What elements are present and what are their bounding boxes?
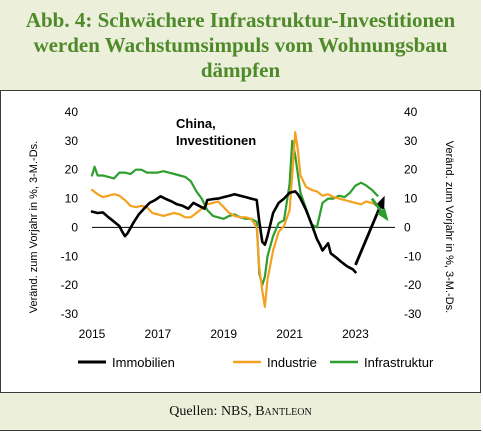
legend-label-infrastruktur: Infrastruktur [364, 355, 434, 370]
series-line-immobilien [90, 190, 357, 274]
y-tick-left: 30 [65, 134, 79, 148]
y-tick-right: 30 [404, 134, 418, 148]
y-tick-right: -30 [404, 307, 422, 321]
y-axis-label-left: Veränd. zum Vorjahr in %, 3-M.-Ds. [28, 141, 40, 313]
x-tick-label: 2021 [276, 327, 303, 341]
source-prefix: Quellen: NBS, [169, 403, 252, 419]
y-tick-left: -10 [61, 249, 79, 263]
y-tick-right: 40 [404, 105, 418, 119]
chart-annotation-line-1: China, [176, 116, 216, 131]
y-tick-left: 10 [65, 192, 79, 206]
y-tick-left: 20 [65, 163, 79, 177]
y-tick-left: 0 [71, 220, 78, 234]
y-tick-right: -20 [404, 278, 422, 292]
legend-label-industrie: Industrie [267, 355, 317, 370]
y-tick-right: -10 [404, 249, 422, 263]
y-axis-label-right: Veränd. zum Vorjahr in %, 3-M.-Ds. [443, 141, 455, 313]
series-line-infrastruktur [90, 139, 379, 287]
line-chart: China, Investitionen Veränd. zum Vorjahr… [28, 105, 455, 370]
y-tick-left: -20 [61, 278, 79, 292]
x-tick-label: 2015 [79, 327, 106, 341]
series-line-industrie [90, 131, 379, 308]
x-tick-label: 2017 [145, 327, 172, 341]
y-tick-right: 10 [404, 192, 418, 206]
chart-title: Abb. 4: Schwächere Infrastruktur-Investi… [25, 7, 456, 82]
chart-annotation-line-2: Investitionen [176, 133, 256, 148]
forecast-arrowhead-infrastruktur [376, 207, 389, 222]
x-tick-label: 2019 [210, 327, 237, 341]
chart-header: Abb. 4: Schwächere Infrastruktur-Investi… [0, 0, 481, 91]
x-tick-label: 2023 [342, 327, 369, 341]
source-brand: Bantleon [255, 403, 312, 419]
y-tick-left: 40 [65, 105, 79, 119]
y-tick-right: 20 [404, 163, 418, 177]
legend-label-immobilien: Immobilien [112, 355, 175, 370]
source-note: Quellen: NBS, Bantleon [0, 392, 481, 430]
y-tick-right: 0 [404, 220, 411, 234]
y-tick-left: -30 [61, 307, 79, 321]
